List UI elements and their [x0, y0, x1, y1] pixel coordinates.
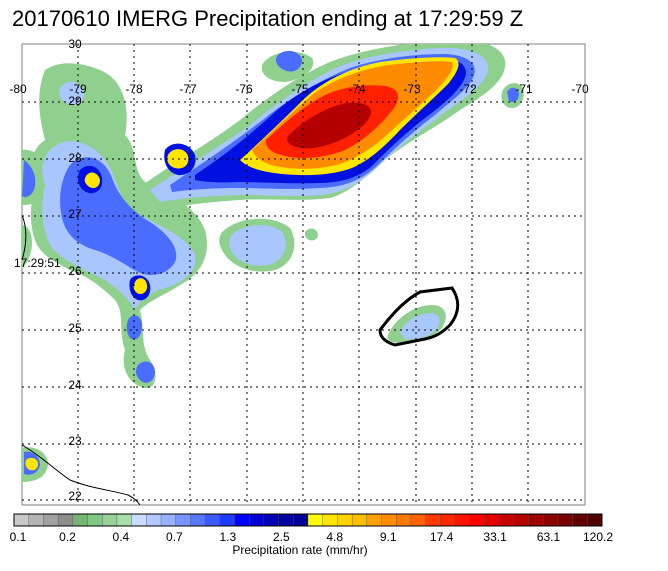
lat-label: 25: [68, 321, 82, 335]
lat-label: 24: [68, 378, 82, 392]
colorbar-swatch: [190, 513, 206, 527]
precipitation-field: [22, 44, 585, 505]
colorbar-swatch: [381, 513, 397, 527]
colorbar-tick-label: 1.3: [219, 530, 236, 544]
colorbar-swatch: [146, 513, 162, 527]
colorbar-swatch: [498, 513, 515, 527]
precip-darkred-layer: [287, 102, 371, 149]
colorbar-tick-label: 0.1: [10, 530, 27, 544]
colorbar-tick-label: 0.4: [113, 530, 130, 544]
swath-boundary: [378, 286, 460, 347]
colorbar-swatch: [28, 513, 44, 527]
colorbar-swatch: [513, 513, 529, 527]
lat-label: 23: [68, 434, 82, 448]
lon-label: -71: [515, 82, 533, 96]
colorbar-swatch: [543, 513, 559, 527]
colorbar-swatch: [87, 513, 103, 527]
lat-label: 30: [68, 37, 82, 51]
colorbar-swatch: [337, 513, 353, 527]
latitude-labels: 30 29 28 27 26 25 24 23 22: [68, 37, 82, 503]
colorbar-swatch: [396, 513, 412, 527]
colorbar-swatch: [116, 513, 133, 527]
lon-label: -72: [459, 82, 477, 96]
colorbar-swatch: [13, 513, 30, 527]
colorbar-swatch: [263, 513, 280, 527]
lat-label: 22: [68, 489, 82, 503]
lon-label: -78: [125, 82, 143, 96]
colorbar-swatch: [307, 513, 324, 527]
colorbar-tick-label: 63.1: [537, 530, 561, 544]
colorbar-tick-label: 2.5: [273, 530, 290, 544]
lon-label: -75: [291, 82, 309, 96]
lon-label: -76: [235, 82, 253, 96]
colorbar-swatch: [484, 513, 500, 527]
colorbar-tick-label: 120.2: [583, 530, 613, 544]
colorbar-swatch: [366, 513, 382, 527]
colorbar-swatch: [425, 513, 441, 527]
colorbar-swatch: [101, 513, 118, 527]
swath-time-label: 17:29:51: [14, 256, 61, 270]
colorbar-swatch: [175, 513, 191, 527]
lon-label: -79: [69, 82, 87, 96]
longitude-labels: -80 -79 -78 -77 -76 -75 -74 -73 -72 -71 …: [9, 82, 589, 96]
colorbar-swatch: [219, 513, 236, 527]
lat-label: 29: [68, 94, 82, 108]
coastline: [22, 214, 141, 505]
colorbar-swatch: [410, 513, 427, 527]
colorbar-swatch: [234, 513, 250, 527]
colorbar-tick-labels: 0.1 0.2 0.4 0.7 1.3 2.5 4.8 9.1 17.4 33.1 63.1 120.…: [10, 530, 614, 544]
colorbar-swatch: [454, 513, 471, 527]
colorbar-swatch: [43, 513, 59, 527]
colorbar-tick-label: 9.1: [380, 530, 397, 544]
colorbar-swatch: [131, 513, 147, 527]
colorbar-swatch: [248, 513, 265, 527]
colorbar-tick-label: 33.1: [483, 530, 507, 544]
colorbar-swatches: [13, 513, 603, 527]
colorbar-swatch: [587, 513, 603, 527]
lat-label: 27: [68, 207, 82, 221]
colorbar-swatch: [351, 513, 368, 527]
colorbar-tick-label: 17.4: [430, 530, 454, 544]
lon-label: -74: [348, 82, 366, 96]
colorbar-swatch: [204, 513, 221, 527]
colorbar-swatch: [440, 513, 456, 527]
colorbar-swatch: [160, 513, 177, 527]
colorbar-tick-label: 4.8: [326, 530, 343, 544]
map-title: 20170610 IMERG Precipitation ending at 1…: [12, 6, 524, 31]
colorbar-frame: [13, 513, 603, 527]
colorbar-tick-label: 0.7: [166, 530, 183, 544]
lat-label: 26: [68, 264, 82, 278]
colorbar-swatch: [528, 513, 544, 527]
colorbar-label: Precipitation rate (mm/hr): [232, 543, 367, 557]
lon-label: -70: [571, 82, 589, 96]
colorbar-swatch: [469, 513, 485, 527]
colorbar-tick-label: 0.2: [59, 530, 76, 544]
colorbar-swatch: [572, 513, 588, 527]
lon-label: -77: [179, 82, 197, 96]
lat-lon-grid: [22, 44, 585, 505]
colorbar-swatch: [322, 513, 338, 527]
colorbar-swatch: [57, 513, 74, 527]
colorbar-swatch: [293, 513, 309, 527]
lon-label: -73: [403, 82, 421, 96]
lat-label: 28: [68, 151, 82, 165]
colorbar-swatch: [72, 513, 89, 527]
colorbar-swatch: [557, 513, 574, 527]
colorbar-swatch: [278, 513, 294, 527]
lon-label: -80: [9, 82, 27, 96]
